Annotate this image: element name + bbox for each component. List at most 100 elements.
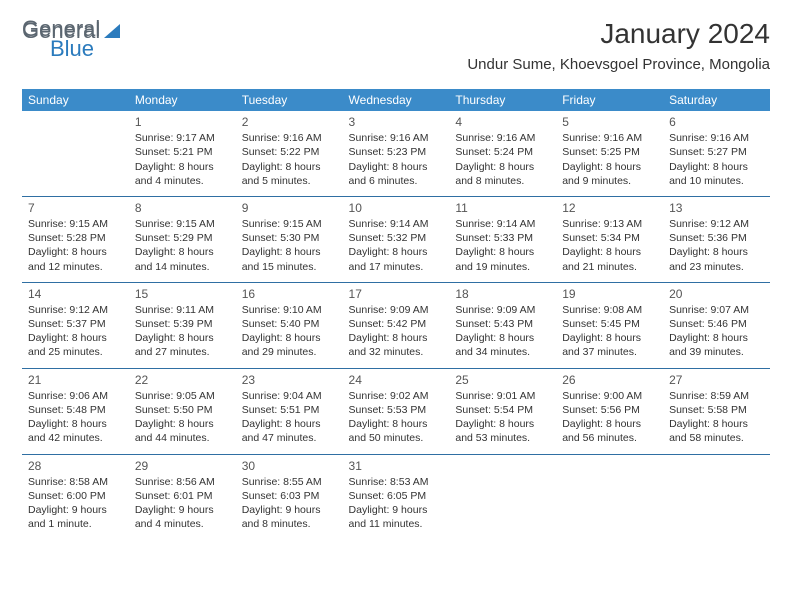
sunset-text: Sunset: 5:33 PM [455, 231, 550, 245]
sunset-text: Sunset: 5:22 PM [242, 145, 337, 159]
sunset-text: Sunset: 5:28 PM [28, 231, 123, 245]
calendar-cell: 19Sunrise: 9:08 AMSunset: 5:45 PMDayligh… [556, 282, 663, 368]
calendar-cell: 31Sunrise: 8:53 AMSunset: 6:05 PMDayligh… [343, 454, 450, 539]
calendar-cell: 12Sunrise: 9:13 AMSunset: 5:34 PMDayligh… [556, 196, 663, 282]
sunrise-text: Sunrise: 8:56 AM [135, 475, 230, 489]
calendar-row: 1Sunrise: 9:17 AMSunset: 5:21 PMDaylight… [22, 111, 770, 196]
calendar-cell: 8Sunrise: 9:15 AMSunset: 5:29 PMDaylight… [129, 196, 236, 282]
calendar-table: Sunday Monday Tuesday Wednesday Thursday… [22, 89, 770, 539]
daylight-text: Daylight: 8 hours and 9 minutes. [562, 160, 657, 188]
calendar-cell: 13Sunrise: 9:12 AMSunset: 5:36 PMDayligh… [663, 196, 770, 282]
daylight-text: Daylight: 9 hours and 11 minutes. [349, 503, 444, 531]
calendar-cell: 22Sunrise: 9:05 AMSunset: 5:50 PMDayligh… [129, 368, 236, 454]
sunset-text: Sunset: 5:56 PM [562, 403, 657, 417]
daylight-text: Daylight: 8 hours and 50 minutes. [349, 417, 444, 445]
sunrise-text: Sunrise: 9:12 AM [28, 303, 123, 317]
calendar-page: General January 2024 Undur Sume, Khoevsg… [0, 0, 792, 557]
sunset-text: Sunset: 5:42 PM [349, 317, 444, 331]
day-number: 19 [562, 286, 657, 302]
calendar-cell: 23Sunrise: 9:04 AMSunset: 5:51 PMDayligh… [236, 368, 343, 454]
calendar-cell: 18Sunrise: 9:09 AMSunset: 5:43 PMDayligh… [449, 282, 556, 368]
sunrise-text: Sunrise: 9:07 AM [669, 303, 764, 317]
day-number: 21 [28, 372, 123, 388]
calendar-cell: 11Sunrise: 9:14 AMSunset: 5:33 PMDayligh… [449, 196, 556, 282]
sunset-text: Sunset: 5:23 PM [349, 145, 444, 159]
daylight-text: Daylight: 8 hours and 53 minutes. [455, 417, 550, 445]
daylight-text: Daylight: 8 hours and 25 minutes. [28, 331, 123, 359]
weekday-header: Wednesday [343, 89, 450, 111]
daylight-text: Daylight: 8 hours and 58 minutes. [669, 417, 764, 445]
daylight-text: Daylight: 8 hours and 34 minutes. [455, 331, 550, 359]
day-number: 17 [349, 286, 444, 302]
sunrise-text: Sunrise: 9:15 AM [135, 217, 230, 231]
sunrise-text: Sunrise: 9:06 AM [28, 389, 123, 403]
calendar-cell [22, 111, 129, 196]
weekday-header: Saturday [663, 89, 770, 111]
calendar-cell: 10Sunrise: 9:14 AMSunset: 5:32 PMDayligh… [343, 196, 450, 282]
weekday-header: Sunday [22, 89, 129, 111]
sunrise-text: Sunrise: 9:05 AM [135, 389, 230, 403]
brand-logo-stacked: General Blue [22, 18, 100, 60]
calendar-cell [556, 454, 663, 539]
calendar-row: 7Sunrise: 9:15 AMSunset: 5:28 PMDaylight… [22, 196, 770, 282]
sunrise-text: Sunrise: 9:02 AM [349, 389, 444, 403]
day-number: 5 [562, 114, 657, 130]
day-number: 10 [349, 200, 444, 216]
sunrise-text: Sunrise: 9:09 AM [349, 303, 444, 317]
sunset-text: Sunset: 6:00 PM [28, 489, 123, 503]
sunrise-text: Sunrise: 9:17 AM [135, 131, 230, 145]
calendar-cell [449, 454, 556, 539]
title-block: January 2024 Undur Sume, Khoevsgoel Prov… [467, 18, 770, 73]
weekday-header: Monday [129, 89, 236, 111]
weekday-header: Thursday [449, 89, 556, 111]
calendar-cell: 25Sunrise: 9:01 AMSunset: 5:54 PMDayligh… [449, 368, 556, 454]
day-number: 26 [562, 372, 657, 388]
sunrise-text: Sunrise: 9:09 AM [455, 303, 550, 317]
calendar-cell: 16Sunrise: 9:10 AMSunset: 5:40 PMDayligh… [236, 282, 343, 368]
calendar-cell: 17Sunrise: 9:09 AMSunset: 5:42 PMDayligh… [343, 282, 450, 368]
calendar-cell: 6Sunrise: 9:16 AMSunset: 5:27 PMDaylight… [663, 111, 770, 196]
daylight-text: Daylight: 8 hours and 37 minutes. [562, 331, 657, 359]
sunrise-text: Sunrise: 8:55 AM [242, 475, 337, 489]
daylight-text: Daylight: 8 hours and 27 minutes. [135, 331, 230, 359]
daylight-text: Daylight: 8 hours and 15 minutes. [242, 245, 337, 273]
sunset-text: Sunset: 5:43 PM [455, 317, 550, 331]
sunset-text: Sunset: 5:32 PM [349, 231, 444, 245]
calendar-cell: 27Sunrise: 8:59 AMSunset: 5:58 PMDayligh… [663, 368, 770, 454]
calendar-cell: 21Sunrise: 9:06 AMSunset: 5:48 PMDayligh… [22, 368, 129, 454]
daylight-text: Daylight: 8 hours and 4 minutes. [135, 160, 230, 188]
sunrise-text: Sunrise: 9:15 AM [242, 217, 337, 231]
sunset-text: Sunset: 5:50 PM [135, 403, 230, 417]
day-number: 13 [669, 200, 764, 216]
sunrise-text: Sunrise: 9:10 AM [242, 303, 337, 317]
calendar-cell [663, 454, 770, 539]
calendar-cell: 5Sunrise: 9:16 AMSunset: 5:25 PMDaylight… [556, 111, 663, 196]
sunset-text: Sunset: 5:51 PM [242, 403, 337, 417]
sunset-text: Sunset: 5:21 PM [135, 145, 230, 159]
sunset-text: Sunset: 6:01 PM [135, 489, 230, 503]
day-number: 7 [28, 200, 123, 216]
day-number: 3 [349, 114, 444, 130]
daylight-text: Daylight: 8 hours and 8 minutes. [455, 160, 550, 188]
day-number: 28 [28, 458, 123, 474]
calendar-cell: 24Sunrise: 9:02 AMSunset: 5:53 PMDayligh… [343, 368, 450, 454]
day-number: 1 [135, 114, 230, 130]
calendar-head: Sunday Monday Tuesday Wednesday Thursday… [22, 89, 770, 111]
daylight-text: Daylight: 8 hours and 12 minutes. [28, 245, 123, 273]
calendar-body: 1Sunrise: 9:17 AMSunset: 5:21 PMDaylight… [22, 111, 770, 539]
daylight-text: Daylight: 8 hours and 17 minutes. [349, 245, 444, 273]
sunset-text: Sunset: 5:37 PM [28, 317, 123, 331]
day-number: 2 [242, 114, 337, 130]
sunset-text: Sunset: 5:30 PM [242, 231, 337, 245]
calendar-cell: 4Sunrise: 9:16 AMSunset: 5:24 PMDaylight… [449, 111, 556, 196]
sunrise-text: Sunrise: 9:12 AM [669, 217, 764, 231]
brand-text-2: Blue [50, 38, 100, 60]
location: Undur Sume, Khoevsgoel Province, Mongoli… [467, 56, 770, 73]
calendar-cell: 30Sunrise: 8:55 AMSunset: 6:03 PMDayligh… [236, 454, 343, 539]
daylight-text: Daylight: 9 hours and 1 minute. [28, 503, 123, 531]
sunset-text: Sunset: 5:54 PM [455, 403, 550, 417]
sunset-text: Sunset: 5:25 PM [562, 145, 657, 159]
sunrise-text: Sunrise: 9:01 AM [455, 389, 550, 403]
daylight-text: Daylight: 8 hours and 42 minutes. [28, 417, 123, 445]
sunrise-text: Sunrise: 9:00 AM [562, 389, 657, 403]
